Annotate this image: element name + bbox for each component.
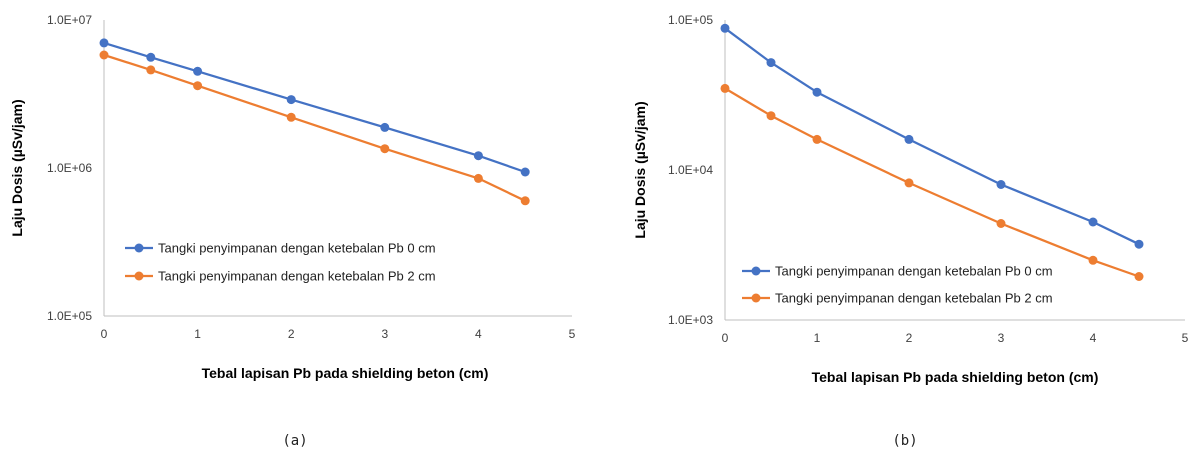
chart-a-legend-marker-pb2: [134, 271, 144, 281]
chart-b-data-point-pb2: [766, 111, 776, 121]
chart-b-plot-area: [720, 23, 1144, 281]
chart-a-x-tick-label: 3: [381, 327, 388, 341]
chart-a-y-tick-label: 1.0E+07: [47, 13, 92, 27]
chart-b-legend-marker-pb2: [751, 293, 761, 303]
chart-a-caption: (a): [282, 433, 307, 449]
chart-b-x-tick-label: 2: [906, 331, 913, 345]
chart-a-series-line-pb0: [103, 41, 526, 174]
chart-a-x-tick-label: 5: [569, 327, 576, 341]
chart-b-series-line-pb2: [724, 87, 1140, 278]
chart-b-caption: (b): [892, 433, 917, 449]
chart-b-data-point-pb2: [1134, 272, 1144, 281]
chart-a-data-point-pb0: [380, 122, 390, 132]
chart-a-legend-label-pb0: Tangki penyimpanan dengan ketebalan Pb 0…: [158, 241, 436, 256]
chart-a-data-point-pb2: [380, 144, 390, 154]
chart-a-legend: Tangki penyimpanan dengan ketebalan Pb 0…: [125, 241, 436, 284]
chart-b-data-point-pb0: [720, 23, 730, 33]
chart-b-x-tick-label: 4: [1090, 331, 1097, 345]
chart-b-legend-marker-pb0: [751, 266, 761, 276]
chart-b-x-tick-label: 5: [1182, 331, 1189, 345]
chart-a-data-point-pb2: [286, 112, 296, 122]
chart-a-y-axis-title: Laju Dosis (µSv/jam): [9, 99, 25, 236]
chart-a-x-tick-label: 0: [101, 327, 108, 341]
chart-a-x-tick-label: 4: [475, 327, 482, 341]
chart-b-data-point-pb0: [812, 87, 822, 97]
chart-b-x-tick-label: 0: [722, 331, 729, 345]
chart-a-data-point-pb0: [193, 66, 203, 76]
chart-b-data-point-pb2: [812, 134, 822, 144]
chart-a-data-point-pb2: [193, 81, 203, 91]
chart-a-y-tick-label: 1.0E+05: [47, 309, 92, 323]
chart-b-data-point-pb0: [996, 180, 1006, 189]
chart-a-data-point-pb0: [473, 151, 483, 161]
chart-b-data-point-pb0: [904, 134, 914, 144]
chart-a-data-point-pb0: [286, 95, 296, 105]
chart-a-legend-label-pb2: Tangki penyimpanan dengan ketebalan Pb 2…: [158, 269, 436, 284]
chart-a-data-point-pb2: [146, 65, 156, 75]
chart-a-data-point-pb0: [146, 52, 156, 62]
chart-a-x-tick-label: 2: [288, 327, 295, 341]
chart-a-data-point-pb2: [99, 50, 109, 60]
chart-b-y-tick-label: 1.0E+04: [668, 163, 713, 177]
chart-a-plot-area: [99, 38, 530, 206]
chart-b-x-tick-label: 1: [814, 331, 821, 345]
chart-b-x-tick-label: 3: [998, 331, 1005, 345]
chart-b-y-tick-label: 1.0E+03: [668, 313, 713, 327]
chart-b: 1.0E+03 1.0E+04 1.0E+05 0 1 2 3 4 5 Teba…: [632, 13, 1189, 449]
chart-a-y-tick-label: 1.0E+06: [47, 161, 92, 175]
chart-a-x-tick-label: 1: [194, 327, 201, 341]
chart-b-legend-label-pb0: Tangki penyimpanan dengan ketebalan Pb 0…: [775, 264, 1053, 279]
chart-b-y-tick-label: 1.0E+05: [668, 13, 713, 27]
chart-b-legend: Tangki penyimpanan dengan ketebalan Pb 0…: [742, 264, 1053, 306]
chart-b-series-line-pb0: [724, 27, 1140, 246]
chart-a-series-line-pb2: [103, 53, 526, 202]
chart-a: 1.0E+05 1.0E+06 1.0E+07 0 1 2 3 4 5 Teba…: [9, 13, 576, 449]
chart-a-x-axis-title: Tebal lapisan Pb pada shielding beton (c…: [202, 365, 489, 381]
chart-a-data-point-pb0: [520, 167, 530, 177]
chart-b-data-point-pb0: [1134, 239, 1144, 249]
chart-b-data-point-pb0: [1088, 217, 1098, 227]
chart-b-data-point-pb2: [904, 178, 914, 188]
chart-b-y-axis-title: Laju Dosis (µSv/jam): [632, 101, 648, 238]
chart-b-data-point-pb2: [996, 219, 1006, 228]
chart-a-data-point-pb2: [473, 173, 483, 183]
chart-a-data-point-pb2: [520, 196, 530, 206]
chart-b-data-point-pb2: [1088, 255, 1098, 265]
chart-b-x-axis-title: Tebal lapisan Pb pada shielding beton (c…: [812, 369, 1099, 385]
chart-a-legend-marker-pb0: [134, 243, 144, 253]
chart-b-data-point-pb2: [720, 83, 730, 93]
chart-b-data-point-pb0: [766, 58, 776, 68]
chart-a-data-point-pb0: [99, 38, 109, 48]
chart-b-legend-label-pb2: Tangki penyimpanan dengan ketebalan Pb 2…: [775, 291, 1053, 306]
